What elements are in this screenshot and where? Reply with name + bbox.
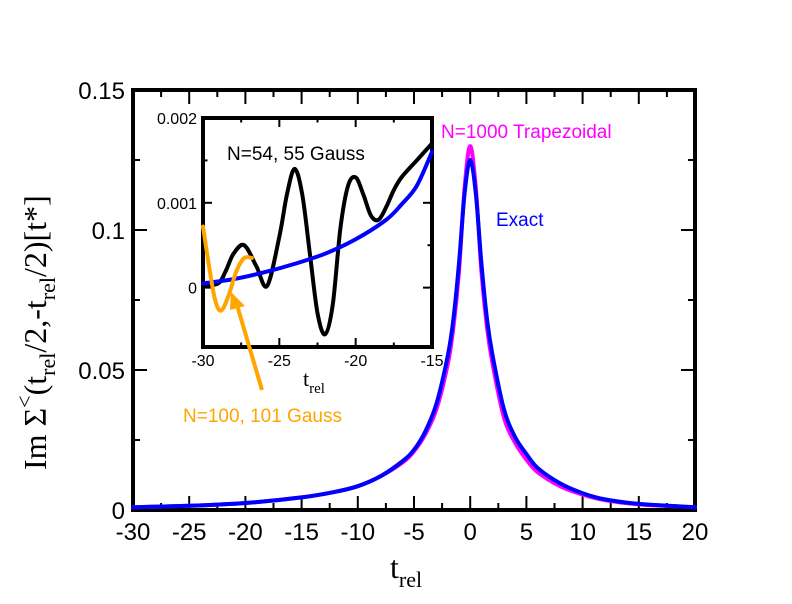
main-plot-curves <box>131 144 697 510</box>
inset-axis-ticks: -30 -25 -20 -15 0 0.001 0.002 <box>157 111 444 370</box>
main-x-tick-label: -20 <box>228 519 263 546</box>
main-x-axis-label: trel <box>390 549 422 592</box>
main-x-tick-label: 15 <box>625 519 652 546</box>
inset-x-tick-label: -20 <box>344 353 367 370</box>
inset-x-axis-label: trel <box>303 366 325 397</box>
annotation-exact: Exact <box>496 210 544 231</box>
main-x-tick-label: -15 <box>284 519 319 546</box>
inset-series-n-100-101-gauss <box>201 224 254 313</box>
main-axis-ticks: -30 -25 -20 -15 -10 -5 0 5 10 15 20 0 0.05 0.1 0.15 <box>78 78 708 546</box>
main-x-tick-label: -10 <box>340 519 375 546</box>
gauss-arrow-shaft <box>235 304 264 391</box>
annotation-trapezoidal: N=1000 Trapezoidal <box>441 122 612 143</box>
main-x-tick-label: -5 <box>403 519 424 546</box>
main-y-axis-label: Im Σ<(trel/2,-trel/2)[t*] <box>12 195 60 470</box>
main-x-tick-label: 20 <box>682 519 709 546</box>
inset-x-tick-label: -15 <box>420 353 443 370</box>
main-y-tick-label: 0 <box>112 498 125 525</box>
inset-series-n-54-55-gauss <box>201 141 434 337</box>
main-y-tick-label: 0.1 <box>92 218 125 245</box>
main-x-tick-label: 0 <box>464 519 477 546</box>
main-x-tick-label: -25 <box>172 519 207 546</box>
main-x-tick-label: 10 <box>569 519 596 546</box>
gauss-arrow-head <box>230 292 245 310</box>
main-y-tick-label: 0.05 <box>78 358 125 385</box>
inset-y-tick-label: 0.001 <box>157 196 197 213</box>
inset-y-tick-label: 0.002 <box>157 111 197 128</box>
main-series-exact <box>131 158 697 510</box>
inset-x-tick-label: -25 <box>268 353 291 370</box>
inset-y-tick-label: 0 <box>188 281 197 298</box>
annotation-gauss-100: N=100, 101 Gauss <box>183 406 342 427</box>
annotation-gauss-54: N=54, 55 Gauss <box>227 144 365 165</box>
inset-x-tick-label: -30 <box>191 353 214 370</box>
main-x-tick-label: -30 <box>116 519 151 546</box>
inset-plot-curves <box>201 141 434 337</box>
main-x-tick-label: 5 <box>520 519 533 546</box>
main-y-tick-label: 0.15 <box>78 78 125 105</box>
inset-series-exact <box>201 149 434 286</box>
